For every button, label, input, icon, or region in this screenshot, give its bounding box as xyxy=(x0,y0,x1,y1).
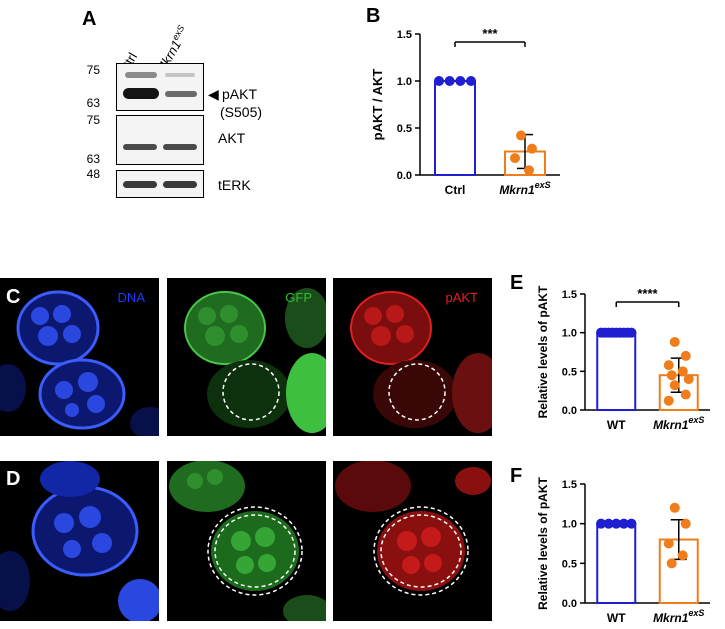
y-axis-label: Relative levels of pAKT xyxy=(536,476,550,609)
chart-b: 0.0 0.5 1.0 1.5 pAKT / AKT Ctrl Mkrn1exS *** xyxy=(370,26,560,197)
data-point xyxy=(680,350,691,361)
marker-75-blot1: 75 xyxy=(86,63,100,77)
chart-e: 0.0 0.5 1.0 1.5 Relative levels of pAKT WT Mkr… xyxy=(536,285,710,432)
data-point xyxy=(666,558,677,569)
y-axis-label: pAKT / AKT xyxy=(370,69,385,141)
y-tick-label: 0.0 xyxy=(397,170,412,182)
data-point xyxy=(434,76,444,86)
marker-48-blot3: 48 xyxy=(86,167,100,181)
marker-63-blot1: 63 xyxy=(86,96,100,110)
band xyxy=(123,88,159,99)
data-point xyxy=(596,518,607,529)
data-point xyxy=(455,76,466,86)
blot-label-s505: (S505) xyxy=(220,104,263,120)
y-tick-label: 0.5 xyxy=(562,366,577,378)
blot-akt xyxy=(116,115,204,165)
y-tick-label: 1.0 xyxy=(397,76,412,88)
channel-label-pakt: pAKT xyxy=(445,290,478,305)
arrow-icon: ◀ xyxy=(208,86,219,102)
data-point xyxy=(611,518,622,529)
panel-letter-c: C xyxy=(6,286,21,308)
marker-75-blot2: 75 xyxy=(86,113,100,127)
y-tick-label: 1.0 xyxy=(562,519,577,531)
blot-label-terk: tERK xyxy=(218,177,251,193)
y-tick-label: 1.5 xyxy=(397,29,412,41)
category-superscript: exS xyxy=(688,608,704,618)
data-point xyxy=(666,370,677,381)
panel-letter-e: E xyxy=(510,272,524,294)
data-point xyxy=(669,336,680,347)
category-label-1: Mkrn1exS xyxy=(499,180,550,197)
panel-letter-a: A xyxy=(82,8,97,30)
data-point xyxy=(618,518,629,529)
data-point xyxy=(524,165,534,176)
y-tick-label: 0.5 xyxy=(397,123,412,135)
data-point xyxy=(677,366,688,377)
panel-letter-f: F xyxy=(510,465,523,487)
data-point xyxy=(466,76,476,86)
category-superscript: exS xyxy=(688,415,704,425)
data-point xyxy=(444,76,455,86)
micrograph-d-dna xyxy=(0,461,159,621)
blot-pakt xyxy=(116,63,204,111)
category-label-0: Ctrl xyxy=(445,183,466,197)
band xyxy=(165,73,195,77)
category-label-1: Mkrn1exS xyxy=(653,608,704,625)
category-label-0: WT xyxy=(607,418,626,432)
marker-63-blot2: 63 xyxy=(86,152,100,166)
band xyxy=(125,72,157,78)
data-point xyxy=(527,143,537,154)
data-point xyxy=(669,502,680,513)
data-point xyxy=(626,518,637,529)
bar-0 xyxy=(596,522,637,605)
panel-letter-b: B xyxy=(366,5,381,27)
y-tick-label: 1.5 xyxy=(562,289,577,301)
significance-stars: *** xyxy=(482,26,498,41)
channel-label-dna: DNA xyxy=(117,290,145,305)
data-point xyxy=(677,550,688,561)
data-point xyxy=(516,130,526,141)
data-point xyxy=(663,395,674,406)
data-point xyxy=(680,389,691,400)
blot-terk xyxy=(116,170,204,198)
chart-f: 0.0 0.5 1.0 1.5 Relative levels of pAKT WT Mkr… xyxy=(536,476,710,625)
micrograph-c-gfp: GFP xyxy=(167,278,326,436)
band xyxy=(165,91,197,97)
band xyxy=(123,181,157,188)
y-tick-label: 0.5 xyxy=(562,558,577,570)
y-tick-label: 1.0 xyxy=(562,328,577,340)
panel-letter-d: D xyxy=(6,468,21,490)
y-tick-label: 0.0 xyxy=(562,405,577,417)
y-tick-label: 1.5 xyxy=(562,479,577,491)
micrograph-c-dna: DNA xyxy=(0,278,159,436)
category-superscript: exS xyxy=(535,180,551,190)
significance-stars: **** xyxy=(637,286,658,301)
micrograph-c-pakt: pAKT xyxy=(333,278,492,436)
data-point xyxy=(669,380,680,391)
micrograph-d-gfp xyxy=(167,461,326,621)
bar-0 xyxy=(596,331,637,412)
data-point xyxy=(680,518,691,529)
data-point xyxy=(626,327,637,338)
data-point xyxy=(663,360,674,371)
blot-label-akt: AKT xyxy=(218,130,246,146)
y-tick-label: 0.0 xyxy=(562,598,577,610)
channel-label-gfp: GFP xyxy=(285,290,312,305)
blot-label-pakt: pAKT xyxy=(222,86,258,102)
band xyxy=(163,144,197,150)
band xyxy=(163,181,197,188)
bar-0 xyxy=(434,80,476,176)
data-point xyxy=(603,518,614,529)
category-label-0: WT xyxy=(607,611,626,625)
y-axis-label: Relative levels of pAKT xyxy=(536,285,550,418)
micrograph-d-pakt xyxy=(333,461,492,621)
category-label-1: Mkrn1exS xyxy=(653,415,704,432)
band xyxy=(123,144,157,150)
data-point xyxy=(510,153,520,164)
data-point xyxy=(663,538,674,549)
data-point xyxy=(683,374,694,385)
